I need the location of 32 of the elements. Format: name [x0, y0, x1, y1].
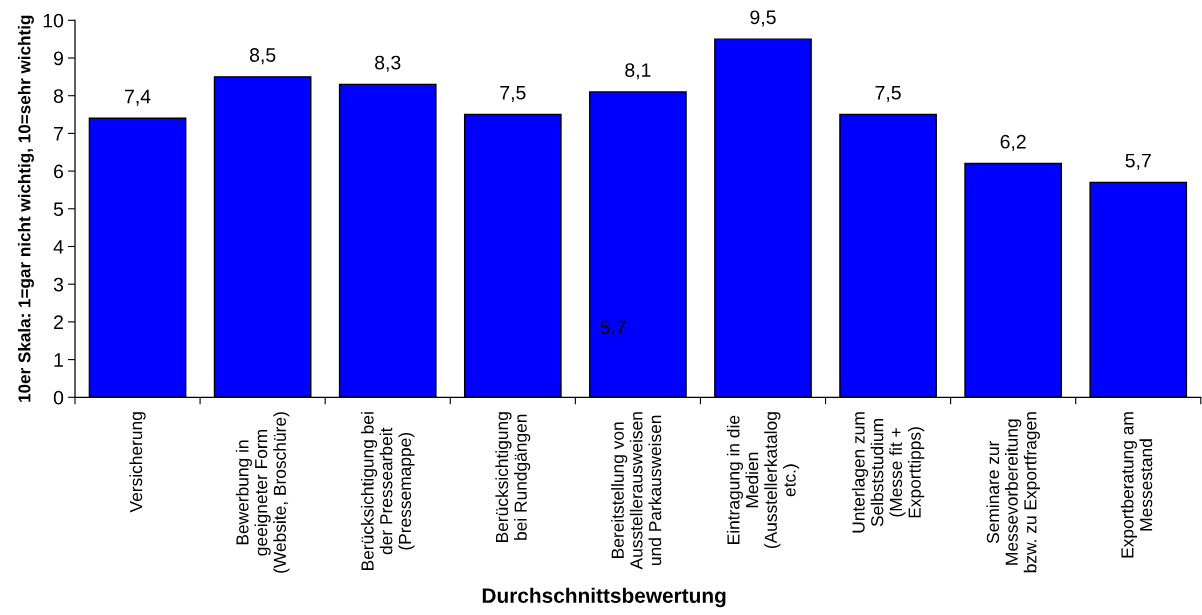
data-label: 8,3	[375, 55, 401, 72]
y-tick-label: 0	[53, 390, 64, 405]
x-tick-label: Seminare zur Messevorbereitung bzw. zu Exportfragen	[986, 412, 1040, 573]
data-label: 5,7	[1125, 153, 1151, 170]
data-label: 8,5	[249, 48, 276, 65]
y-tick-label: 5	[53, 202, 64, 217]
y-tick-label: 3	[53, 277, 64, 292]
data-label: 7,4	[125, 89, 151, 106]
annotation: 5,7	[600, 320, 626, 337]
y-tick-label: 4	[53, 240, 64, 254]
x-tick-label: Exportberatung am Messestand	[1120, 412, 1153, 558]
x-tick-label: Eintragung in die Medien (Ausstellerkatalog etc.)	[726, 412, 800, 549]
data-label: 9,5	[750, 10, 776, 27]
x-axis-title: Durchschnittsbewertung	[482, 587, 726, 608]
y-tick-label: 6	[54, 164, 64, 179]
data-label: 7,5	[500, 86, 526, 102]
y-tick-label: 9	[53, 51, 63, 66]
data-label: 6,2	[1000, 134, 1026, 151]
x-tick-label: Bereitstellung von Ausstellerausweisen und Parkausweisen	[611, 412, 662, 570]
y-tick-label: 7	[54, 127, 63, 141]
x-tick-label: Unterlagen zum Selbststudium (Messe fit + Exporttipps)	[851, 412, 925, 533]
x-tick-label: Bewerbung in geeigneter Form (Website, Broschüre)	[235, 412, 290, 573]
y-tick-label: 8	[53, 89, 64, 103]
y-axis-title: 10er Skala: 1=gar nicht wichtig, 10=sehr wichtig	[17, 15, 34, 402]
y-tick-label: 1	[54, 353, 63, 367]
x-tick-label: Versicherung	[129, 412, 146, 513]
data-label: 8,1	[625, 63, 651, 80]
x-tick-label: Berücksichtigung bei Rundgängen	[495, 412, 531, 542]
x-tick-label: Berücksichtigung bei der Pressearbeit (Pressemappe)	[360, 412, 415, 570]
y-tick-label: 2	[54, 315, 63, 329]
data-label: 7,5	[875, 86, 901, 102]
y-tick-label: 10	[43, 13, 64, 28]
